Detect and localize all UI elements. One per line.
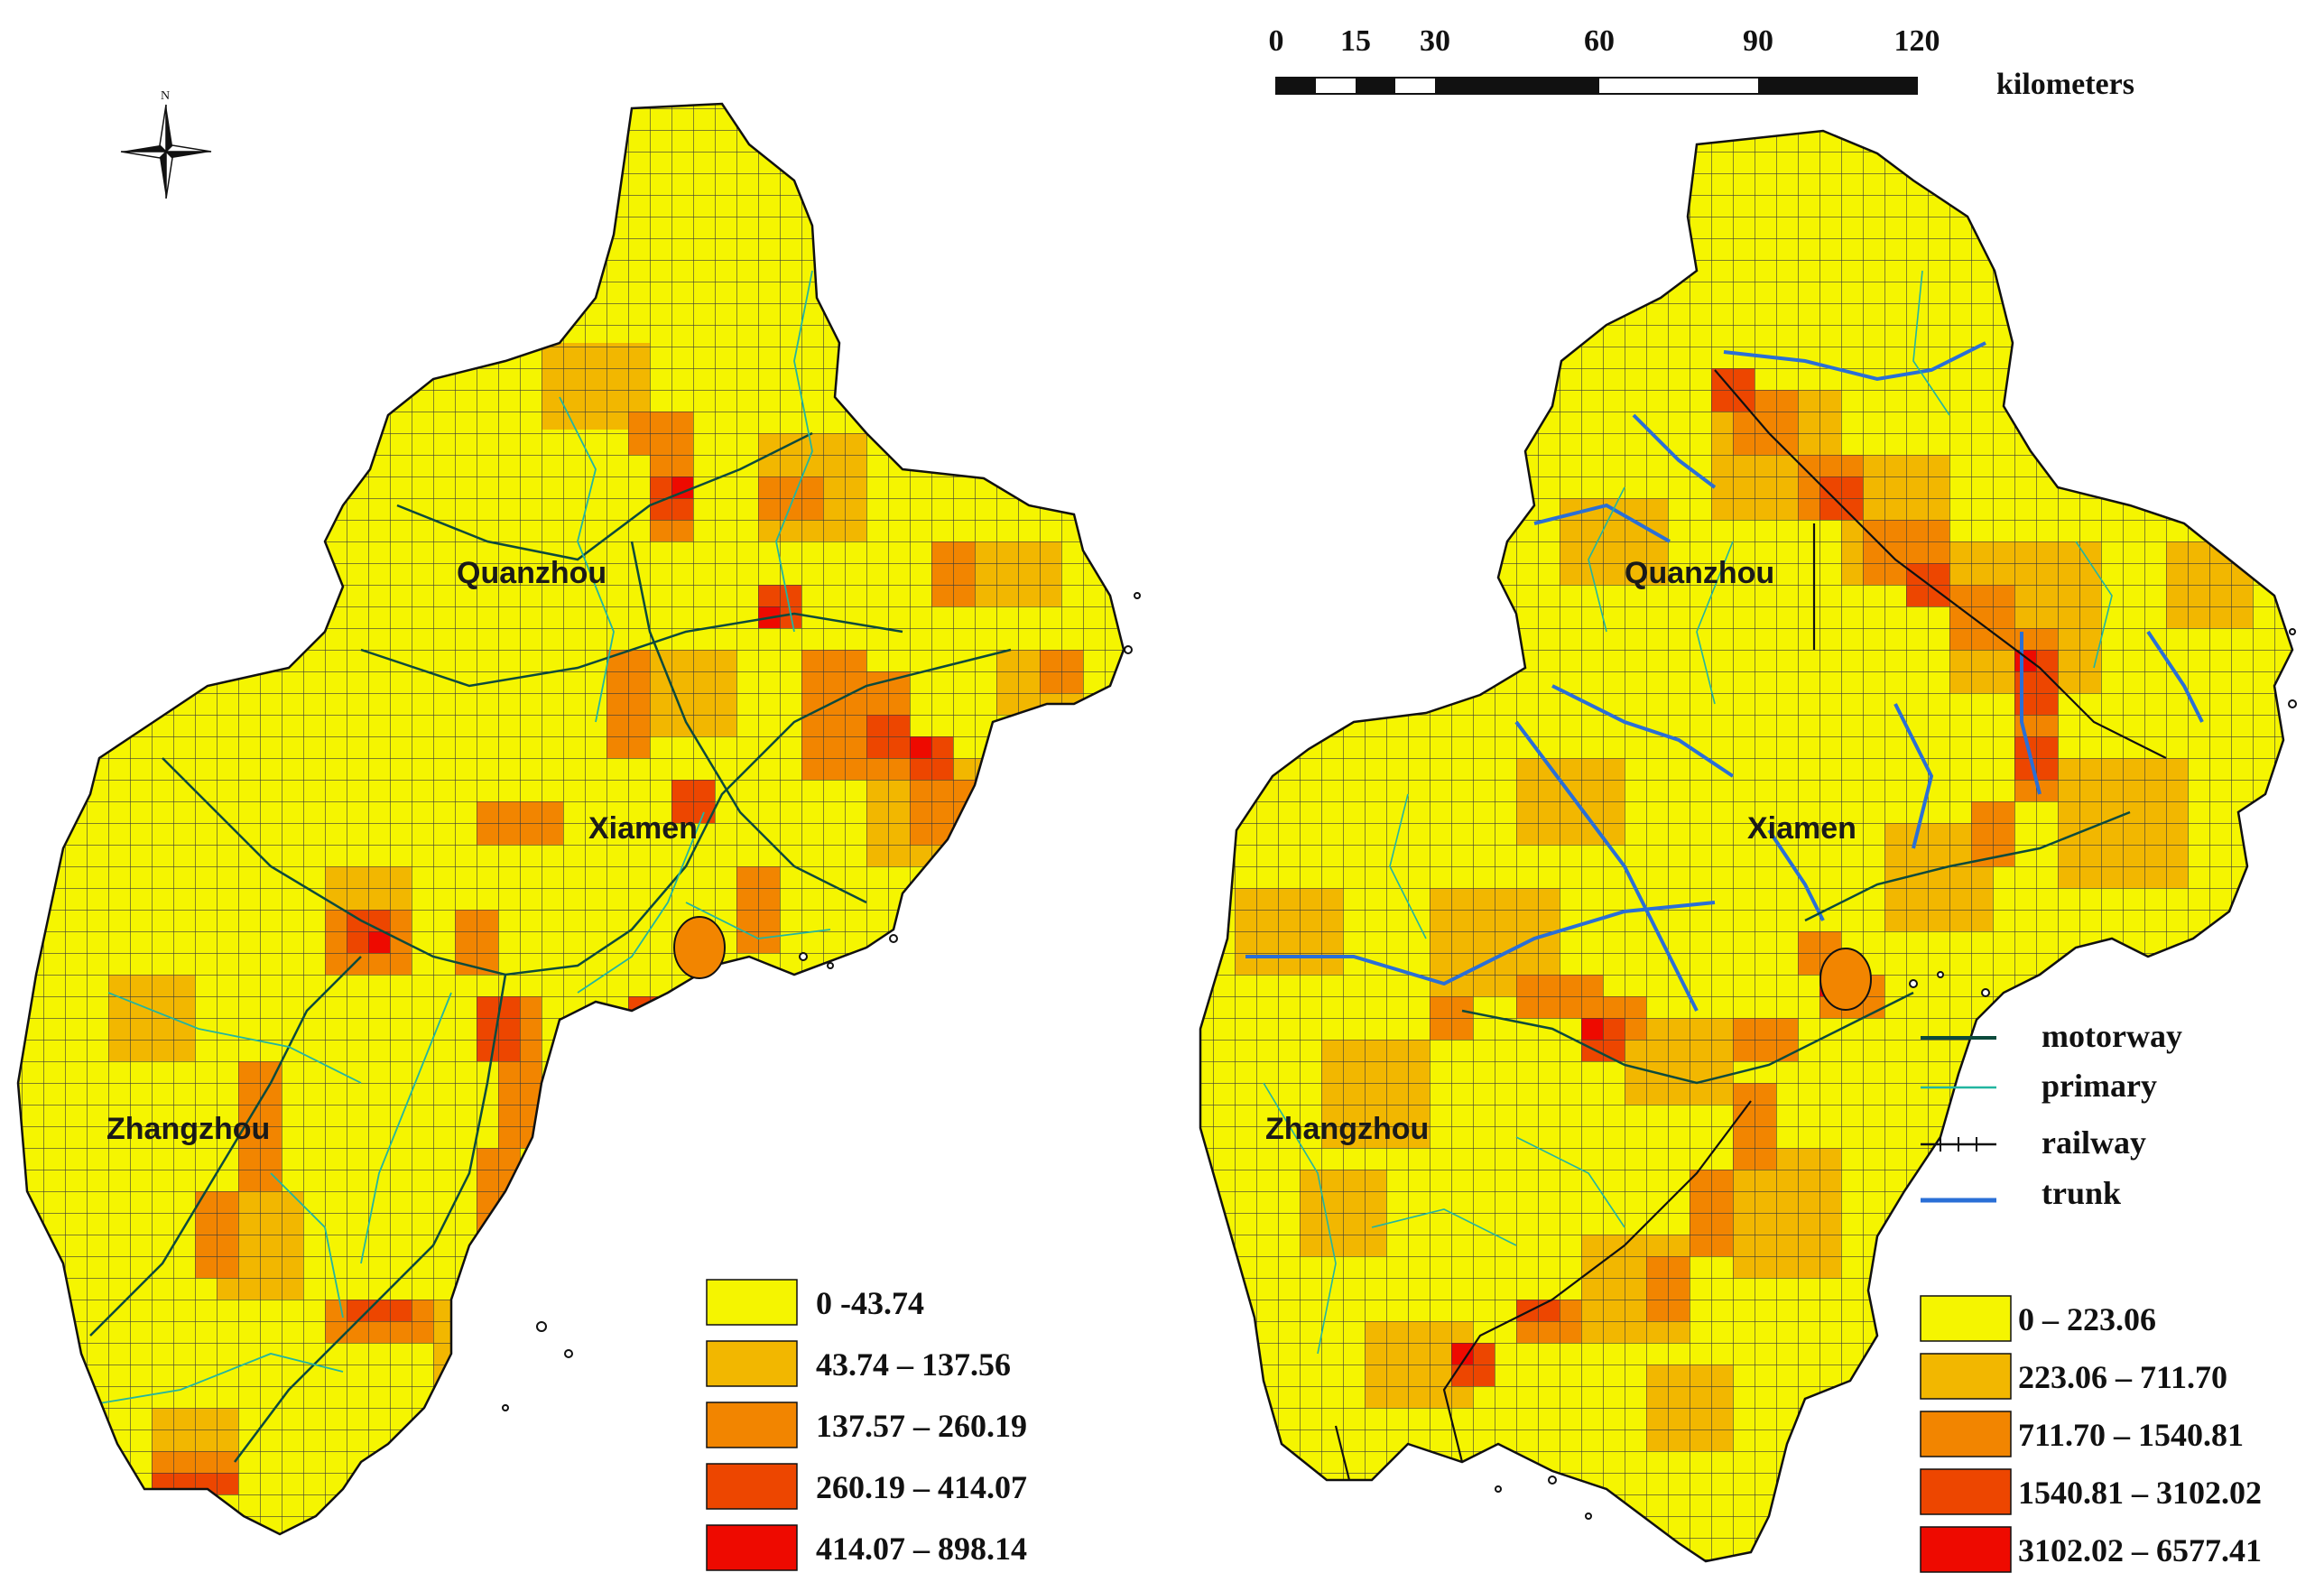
right-legend-swatch-5 [1920,1526,2012,1573]
scale-tick-90: 90 [1743,24,1773,58]
left-map: Quanzhou Xiamen Zhangzhou [16,102,1141,1536]
right-legend-swatch-2 [1920,1353,2012,1400]
scale-tick-120: 120 [1894,24,1940,58]
left-city-label-quanzhou: Quanzhou [457,556,606,590]
left-legend: 0 -43.74 43.74 – 137.56 137.57 – 260.19 … [706,1279,1027,1571]
scale-unit: kilometers [1996,68,2134,101]
left-legend-swatch-4 [706,1463,798,1510]
left-legend-swatch-1 [706,1279,798,1326]
right-legend: 0 – 223.06 223.06 – 711.70 711.70 – 1540… [1920,1295,2262,1573]
right-legend-swatch-1 [1920,1295,2012,1342]
left-city-label-zhangzhou: Zhangzhou [106,1112,270,1146]
left-density-cells [18,104,1124,1534]
right-city-label-xiamen: Xiamen [1747,811,1856,846]
right-legend-label-2: 223.06 – 711.70 [2018,1359,2227,1395]
right-legend-swatch-3 [1920,1411,2012,1457]
north-label: N [161,89,170,103]
left-legend-swatch-5 [706,1524,798,1571]
north-arrow-icon: N [120,89,212,199]
road-legend-railway-line [1921,1137,1996,1152]
right-legend-label-3: 711.70 – 1540.81 [2018,1417,2244,1453]
left-legend-swatch-3 [706,1402,798,1448]
left-legend-label-4: 260.19 – 414.07 [816,1469,1027,1505]
left-legend-label-2: 43.74 – 137.56 [816,1346,1011,1383]
scale-tick-30: 30 [1420,24,1450,58]
right-legend-label-4: 1540.81 – 3102.02 [2018,1475,2262,1511]
right-density-cells [1200,131,2292,1561]
scale-tick-15: 15 [1340,24,1371,58]
right-legend-label-1: 0 – 223.06 [2018,1301,2156,1337]
right-city-label-zhangzhou: Zhangzhou [1265,1112,1429,1146]
road-legend-railway-label: railway [2042,1124,2146,1161]
scale-tick-60: 60 [1584,24,1615,58]
right-legend-swatch-4 [1920,1468,2012,1515]
road-legend: motorway primary railway trunk [1921,1018,2182,1211]
left-city-label-xiamen: Xiamen [588,811,698,846]
road-legend-primary-label: primary [2042,1068,2157,1104]
left-legend-label-3: 137.57 – 260.19 [816,1408,1027,1444]
left-legend-label-1: 0 -43.74 [816,1285,924,1321]
road-legend-trunk-label: trunk [2042,1175,2121,1211]
left-islands [502,592,1141,1411]
scale-bar: 0 15 30 60 90 120 kilometers [1269,24,2134,101]
right-map: Quanzhou Xiamen Zhangzhou [1199,129,2297,1563]
right-islands [1495,628,2297,1520]
right-legend-label-5: 3102.02 – 6577.41 [2018,1532,2262,1568]
scale-tick-0: 0 [1269,24,1284,58]
road-legend-motorway-label: motorway [2042,1018,2182,1054]
right-city-label-quanzhou: Quanzhou [1625,556,1774,590]
left-legend-label-5: 414.07 – 898.14 [816,1531,1027,1567]
left-legend-swatch-2 [706,1340,798,1387]
